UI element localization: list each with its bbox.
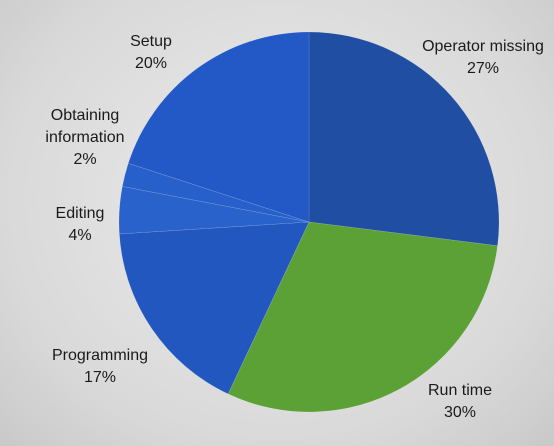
- pie-slice: [122, 162, 310, 223]
- slice-label-line: 20%: [135, 55, 167, 72]
- pie-slice: [227, 221, 498, 413]
- slice-label-line: 2%: [73, 151, 96, 168]
- slice-label-line: Operator missing: [422, 38, 544, 55]
- slice-label-line: Editing: [56, 205, 105, 222]
- slice-label: Obtaining information 2%: [45, 107, 124, 168]
- slice-label-line: Obtaining: [51, 107, 120, 124]
- pie-slice: [127, 31, 310, 223]
- slice-label-line: Setup: [130, 33, 172, 50]
- slice-label: Programming 17%: [52, 347, 148, 386]
- slices-layer: [118, 31, 500, 413]
- slice-label-line: 27%: [467, 60, 499, 77]
- slice-label: Operator missing 27%: [422, 38, 544, 77]
- slice-label-line: Run time: [428, 382, 492, 399]
- labels-layer: Operator missing 27% Run time 30% Programmin…: [45, 33, 543, 421]
- pie-slice: [119, 221, 310, 395]
- slice-label: Editing 4%: [56, 205, 105, 244]
- slice-label-line: information: [45, 129, 124, 146]
- slice-label-line: 4%: [68, 227, 91, 244]
- slice-label-line: 30%: [444, 404, 476, 421]
- slice-label: Run time 30%: [428, 382, 492, 421]
- slice-label-line: Programming: [52, 347, 148, 364]
- slice-label-line: 17%: [84, 369, 116, 386]
- slice-label: Setup 20%: [130, 33, 172, 72]
- pie-slice: [308, 31, 500, 247]
- pie-slice: [118, 186, 310, 235]
